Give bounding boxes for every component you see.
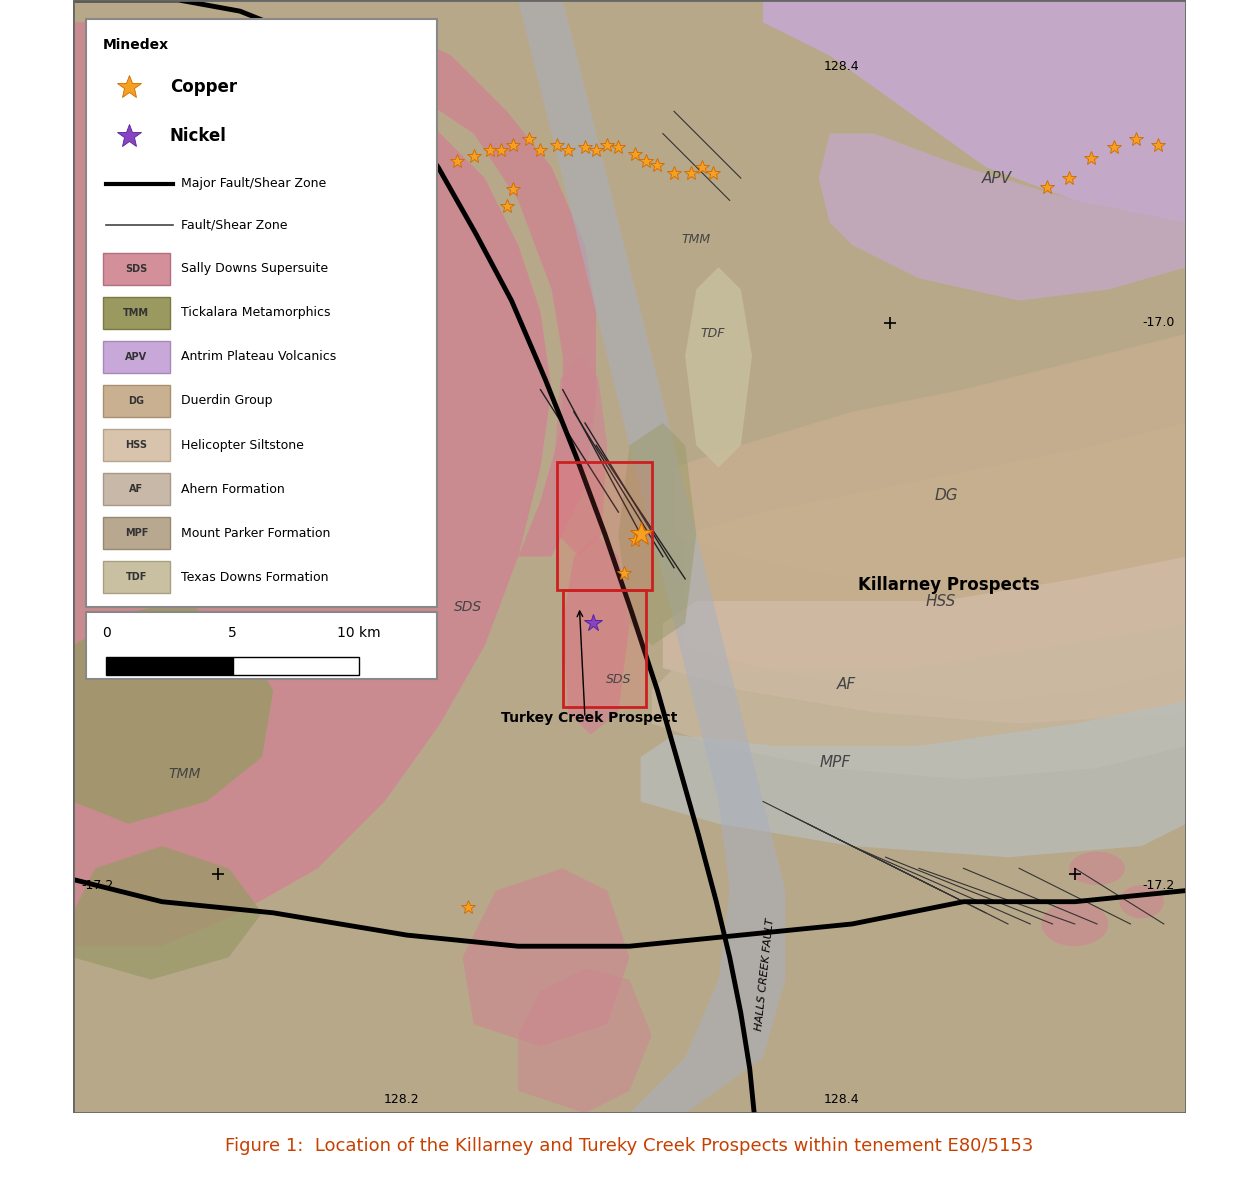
Text: Ahern Formation: Ahern Formation: [181, 483, 285, 496]
Bar: [106, 657, 233, 675]
Text: TDF: TDF: [126, 573, 147, 582]
Polygon shape: [641, 701, 1186, 858]
Text: 0: 0: [102, 626, 111, 640]
Text: Fault/Shear Zone: Fault/Shear Zone: [181, 218, 287, 231]
Polygon shape: [519, 968, 652, 1113]
Text: 128.4: 128.4: [823, 60, 859, 73]
Bar: [103, 561, 170, 594]
Text: Texas Downs Formation: Texas Downs Formation: [181, 571, 329, 584]
Text: Minedex: Minedex: [103, 38, 169, 52]
Bar: [87, 19, 437, 607]
Ellipse shape: [1041, 901, 1108, 946]
Text: APV: APV: [126, 352, 147, 362]
Text: DG: DG: [128, 396, 145, 406]
Bar: [233, 657, 359, 675]
Text: 10 km: 10 km: [337, 626, 380, 640]
Bar: [103, 385, 170, 417]
Polygon shape: [462, 868, 630, 1046]
Text: Helicopter Siltstone: Helicopter Siltstone: [181, 438, 303, 451]
Text: -17.2: -17.2: [1143, 879, 1175, 892]
Polygon shape: [618, 423, 696, 646]
Polygon shape: [685, 423, 1186, 701]
Text: Duerdin Group: Duerdin Group: [181, 395, 272, 408]
Bar: [558, 462, 652, 590]
Ellipse shape: [1069, 852, 1124, 885]
Bar: [103, 340, 170, 373]
Polygon shape: [73, 22, 551, 946]
Text: DG: DG: [935, 488, 958, 503]
Text: HALLS CREEK FAULT: HALLS CREEK FAULT: [754, 918, 777, 1031]
Text: TMM: TMM: [123, 307, 150, 318]
Text: -17.2: -17.2: [82, 879, 115, 892]
Polygon shape: [363, 22, 596, 557]
Text: -17.0: -17.0: [1143, 317, 1175, 330]
Text: Turkey Creek Prospect: Turkey Creek Prospect: [501, 712, 677, 724]
Text: AF: AF: [130, 484, 144, 494]
Text: MPF: MPF: [125, 528, 149, 538]
Text: AF: AF: [837, 677, 856, 693]
Text: Figure 1:  Location of the Killarney and Tureky Creek Prospects within tenement : Figure 1: Location of the Killarney and …: [225, 1137, 1034, 1154]
Text: Major Fault/Shear Zone: Major Fault/Shear Zone: [181, 177, 326, 190]
Text: HSS: HSS: [927, 594, 957, 609]
Bar: [563, 590, 646, 707]
Text: TMM: TMM: [681, 233, 711, 246]
Text: Mount Parker Formation: Mount Parker Formation: [181, 527, 330, 540]
Polygon shape: [674, 335, 1186, 590]
Bar: [103, 252, 170, 285]
Text: APV: APV: [982, 171, 1012, 186]
Bar: [103, 517, 170, 549]
Text: 128.2: 128.2: [384, 1093, 419, 1106]
Text: Antrim Plateau Volcanics: Antrim Plateau Volcanics: [181, 350, 336, 363]
Polygon shape: [763, 0, 1186, 223]
Text: MPF: MPF: [820, 755, 851, 770]
Polygon shape: [563, 535, 630, 735]
Text: HSS: HSS: [126, 441, 147, 450]
Polygon shape: [519, 0, 786, 1113]
Text: 128.4: 128.4: [823, 1093, 859, 1106]
Polygon shape: [554, 356, 607, 557]
Text: SDS: SDS: [606, 673, 631, 686]
Polygon shape: [73, 846, 262, 980]
Text: TDF: TDF: [701, 327, 725, 340]
Text: 5: 5: [228, 626, 237, 640]
Text: SDS: SDS: [454, 600, 482, 614]
Polygon shape: [73, 601, 273, 823]
Bar: [87, 613, 437, 679]
Text: Tickalara Metamorphics: Tickalara Metamorphics: [181, 306, 330, 319]
Text: Sally Downs Supersuite: Sally Downs Supersuite: [181, 263, 329, 276]
Text: TMM: TMM: [167, 767, 200, 781]
Text: Copper: Copper: [170, 78, 237, 95]
Ellipse shape: [1119, 885, 1163, 919]
Polygon shape: [652, 623, 1186, 780]
Text: Nickel: Nickel: [170, 127, 227, 145]
Bar: [103, 297, 170, 329]
Bar: [103, 474, 170, 505]
Polygon shape: [818, 133, 1186, 300]
Polygon shape: [685, 267, 752, 468]
Text: SDS: SDS: [125, 264, 147, 273]
Text: Killarney Prospects: Killarney Prospects: [857, 576, 1040, 594]
Bar: [103, 429, 170, 462]
Polygon shape: [663, 557, 1186, 723]
